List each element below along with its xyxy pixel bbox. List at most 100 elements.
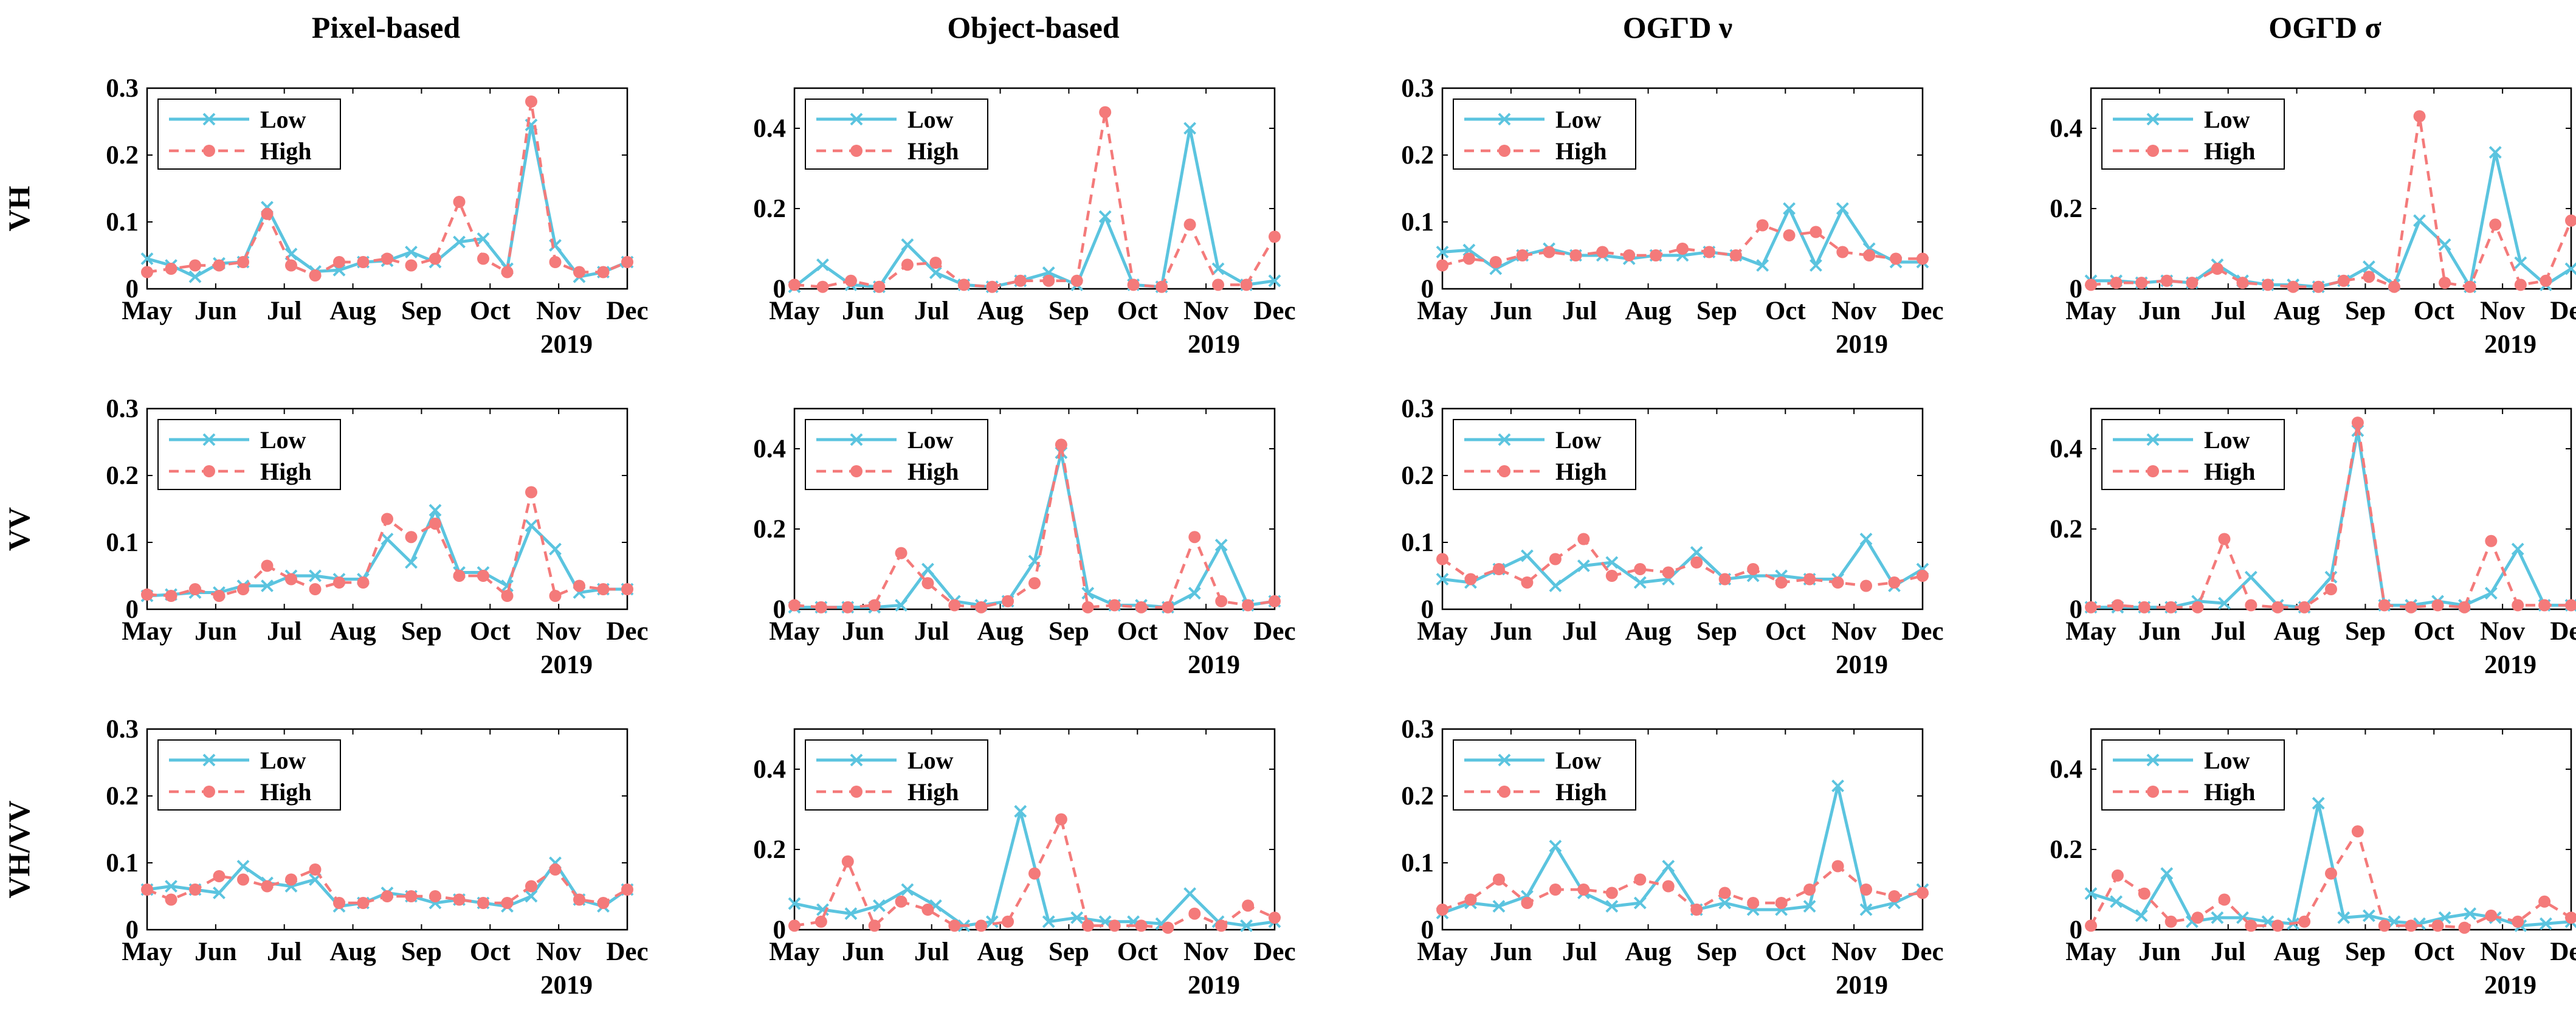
legend-marker-low [850, 112, 863, 126]
data-point-low [261, 579, 274, 592]
data-point-low [1183, 887, 1197, 901]
x-tick-label: May [769, 617, 820, 646]
data-point-low [213, 887, 226, 899]
x-tick-label: May [1417, 617, 1468, 646]
data-point-high [1108, 919, 1121, 932]
x-tick-label: Jun [842, 297, 884, 325]
data-point-high [1269, 911, 1281, 924]
x-tick-label: Jun [2138, 938, 2180, 966]
data-point-high [1577, 883, 1590, 896]
data-point-high [1756, 219, 1769, 232]
x-tick-label: Dec [1901, 938, 1943, 966]
data-point-high [165, 590, 177, 602]
x-tick-label: Jul [267, 617, 301, 646]
marker-stroke [2337, 911, 2350, 924]
y-tick-label: 0 [126, 916, 139, 944]
data-point-low [2084, 887, 2098, 901]
data-point-high [1569, 249, 1582, 261]
data-point-high [1888, 890, 1901, 902]
data-point-high [1240, 278, 1253, 291]
row-label-vhvv: VH/VV [2, 800, 36, 898]
legend-marker-low [2146, 753, 2160, 767]
series-high [141, 486, 633, 602]
data-point-high [2110, 277, 2123, 289]
marker-stroke [2488, 146, 2502, 159]
x-tick-label: Oct [1117, 617, 1159, 646]
data-point-high [816, 280, 829, 293]
y-tick-label: 0 [773, 595, 787, 624]
marker-stroke [2514, 256, 2527, 269]
series-high [2085, 825, 2576, 934]
data-point-high [1099, 106, 1112, 119]
marker-stroke [1081, 587, 1095, 600]
data-point-high [2464, 280, 2476, 293]
x-tick-label: Aug [977, 938, 1024, 966]
data-point-low [405, 246, 418, 258]
data-point-high [1543, 246, 1555, 258]
y-tick-label: 0 [773, 916, 787, 944]
legend-label-high: High [907, 778, 959, 806]
marker-stroke [1436, 246, 1449, 258]
data-point-high [621, 256, 633, 268]
legend-marker-high [1498, 145, 1510, 157]
data-point-low [165, 880, 177, 893]
x-tick-label: Dec [1901, 297, 1943, 325]
x-tick-label: Jun [2138, 617, 2180, 646]
data-point-high [2325, 867, 2337, 880]
data-point-low [429, 503, 442, 517]
data-point-high [2351, 417, 2364, 429]
data-point-high [2458, 921, 2471, 934]
data-point-high [2351, 825, 2364, 838]
legend-marker-high [2147, 786, 2159, 798]
series-high [2085, 417, 2576, 614]
marker-stroke [477, 232, 490, 245]
series-line-low [1442, 784, 1924, 915]
data-point-low [1783, 202, 1796, 215]
x-tick-label: Aug [329, 938, 376, 966]
data-point-low [525, 890, 538, 903]
data-point-low [1014, 804, 1027, 818]
y-tick-label: 0.2 [2050, 835, 2082, 864]
data-point-high [1831, 576, 1844, 589]
marker-stroke [2211, 911, 2224, 924]
data-point-low [2362, 909, 2375, 922]
data-point-high [261, 207, 274, 220]
data-point-high [1269, 595, 1281, 607]
marker-stroke [2438, 238, 2451, 251]
y-tick-label: 0 [1421, 916, 1434, 944]
data-point-high [1242, 599, 1255, 612]
legend-label-high: High [260, 458, 311, 485]
data-point-high [1516, 249, 1529, 261]
data-point-high [1028, 577, 1041, 590]
data-point-high [2191, 911, 2204, 924]
y-tick-label: 0.2 [1401, 141, 1434, 170]
legend-label-low: Low [260, 426, 306, 454]
data-point-low [1831, 780, 1845, 792]
data-point-high [1489, 256, 1502, 268]
data-point-high [975, 601, 988, 614]
data-point-low [2337, 911, 2350, 924]
data-point-high [2138, 601, 2151, 614]
marker-stroke [1859, 533, 1873, 545]
x-tick-label: Sep [1696, 297, 1737, 325]
data-point-high [868, 599, 881, 612]
legend-box [2101, 739, 2285, 811]
data-point-low [1662, 860, 1675, 873]
data-point-high [2236, 277, 2249, 289]
data-point-high [788, 599, 801, 612]
data-point-high [2287, 280, 2299, 293]
data-point-high [1242, 899, 1255, 912]
y-tick-label: 0 [1421, 275, 1434, 303]
data-point-high [2271, 601, 2284, 614]
data-point-high [1188, 907, 1201, 920]
y-tick-label: 0.3 [1401, 715, 1434, 744]
marker-stroke [1183, 887, 1197, 901]
legend-box [157, 419, 341, 490]
data-point-high [501, 897, 514, 909]
data-point-low [525, 519, 538, 532]
data-point-high [597, 266, 610, 278]
data-point-low [2540, 917, 2552, 930]
data-point-high [1436, 904, 1448, 916]
data-point-high [2458, 601, 2471, 614]
legend-marker-high [203, 786, 215, 798]
